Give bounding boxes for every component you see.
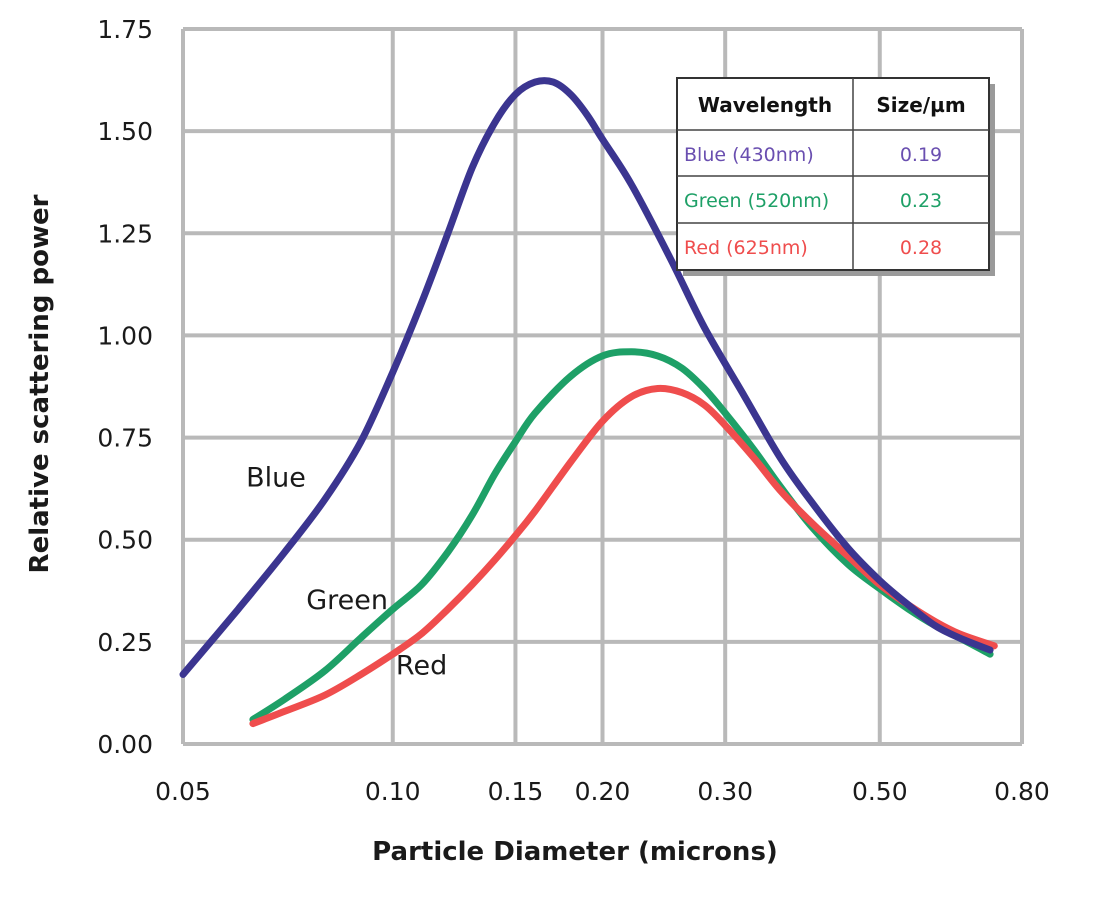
y-axis-title: Relative scattering power (25, 194, 55, 573)
series-line-blue (179, 77, 994, 678)
legend-header-wavelength: Wavelength (698, 93, 832, 117)
x-tick-label-5: 0.50 (852, 777, 908, 806)
legend-header-size: Size/µm (876, 93, 965, 117)
x-tick-label-2: 0.15 (488, 777, 544, 806)
y-tick-label-1: 0.25 (97, 628, 153, 657)
annotation-blue: Blue (246, 463, 306, 494)
x-tick-label-4: 0.30 (697, 777, 753, 806)
legend-table: Wavelength Size/µm Blue (430nm) 0.19 Gre… (676, 77, 995, 276)
series-line-red (249, 384, 998, 728)
x-tick-label-1: 0.10 (365, 777, 421, 806)
y-tick-label-4: 1.00 (97, 321, 153, 350)
legend-row-red-size: 0.28 (900, 237, 942, 259)
y-tick-label-6: 1.50 (97, 117, 153, 146)
legend-row-blue-size: 0.19 (900, 144, 942, 166)
series-lines (179, 77, 998, 728)
x-tick-label-3: 0.20 (575, 777, 631, 806)
legend-row-green-wavelength: Green (520nm) (684, 190, 829, 212)
y-tick-label-0: 0.00 (97, 730, 153, 759)
y-tick-label-3: 0.75 (97, 424, 153, 453)
series-annotations: Blue Green Red (246, 463, 447, 682)
y-tick-label-5: 1.25 (97, 219, 153, 248)
legend-row-red-wavelength: Red (625nm) (684, 237, 808, 259)
tick-labels: 0.05 0.10 0.15 0.20 0.30 0.50 0.80 0.00 0.25 0.50… (97, 15, 1050, 806)
x-axis-title: Particle Diameter (microns) (372, 837, 778, 867)
grid (181, 27, 1024, 746)
y-tick-label-7: 1.75 (97, 15, 153, 44)
legend-row-blue-wavelength: Blue (430nm) (684, 144, 814, 166)
series-line-green (249, 348, 994, 723)
legend-box (676, 77, 990, 271)
x-tick-label-0: 0.05 (155, 777, 211, 806)
annotation-green: Green (306, 585, 388, 616)
legend-row-green-size: 0.23 (900, 190, 942, 212)
y-tick-label-2: 0.50 (97, 526, 153, 555)
x-tick-label-6: 0.80 (994, 777, 1050, 806)
annotation-red: Red (396, 651, 447, 682)
